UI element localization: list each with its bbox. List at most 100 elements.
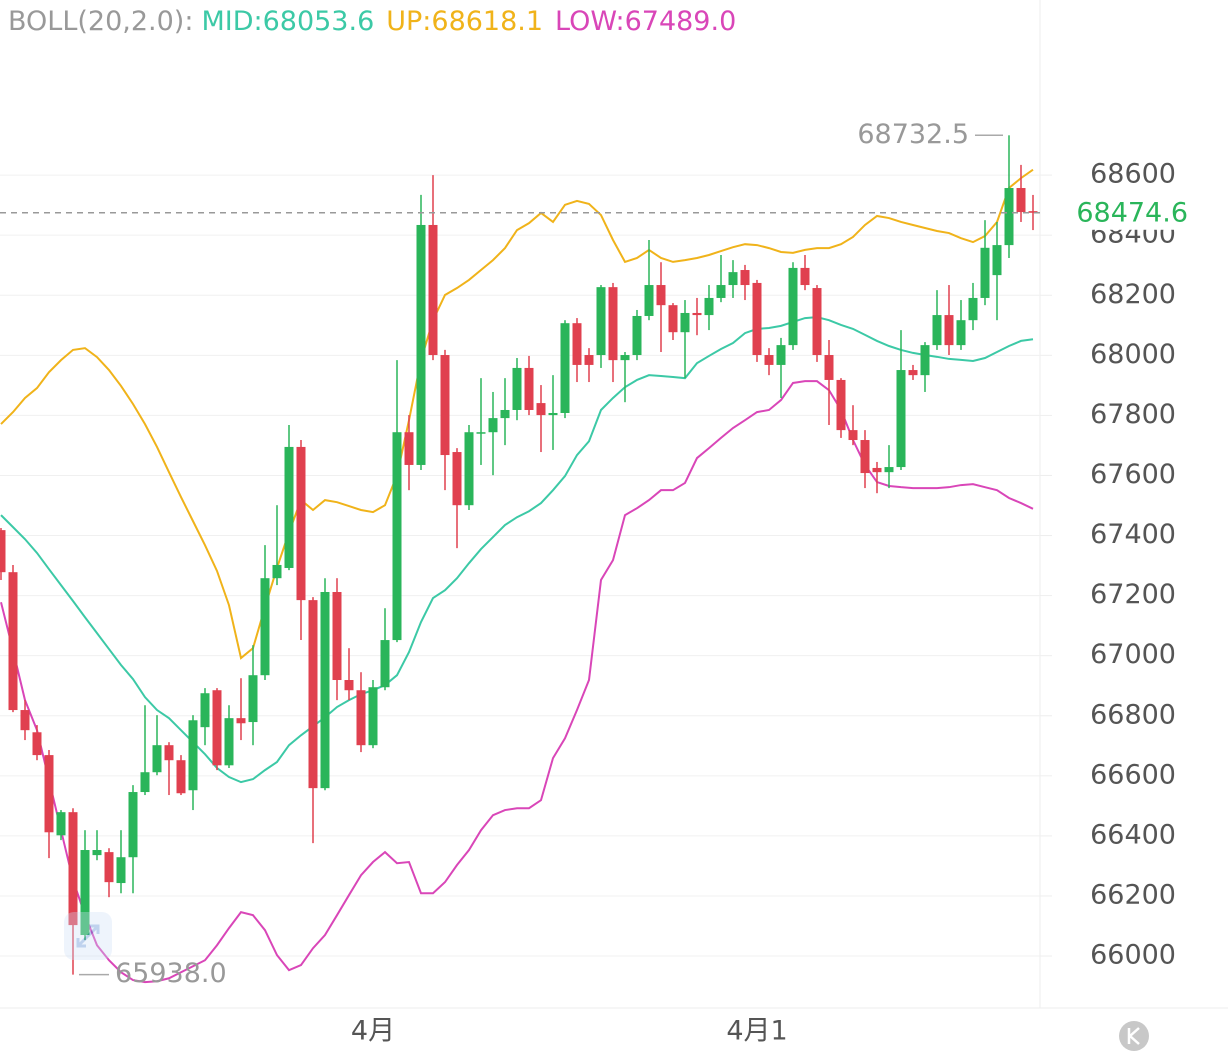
y-tick-label: 66000 <box>1090 940 1176 971</box>
candle-body <box>848 430 858 441</box>
candle-body <box>452 452 462 506</box>
candle-body <box>656 285 666 306</box>
candle-body <box>236 718 246 724</box>
last-price-label: 68474.6 <box>1076 197 1188 228</box>
y-tick-label: 66200 <box>1090 879 1176 910</box>
candle-body <box>260 578 270 676</box>
last-price-bg <box>1066 195 1228 230</box>
candle-body <box>1028 211 1038 213</box>
candle-body <box>128 792 138 858</box>
candle-body <box>680 312 690 333</box>
candle-body <box>548 412 558 416</box>
candle-body <box>8 572 18 711</box>
candle-body <box>668 305 678 333</box>
candle-body <box>332 592 342 681</box>
y-tick-label: 67800 <box>1090 399 1176 430</box>
max-label: 68732.5 <box>857 119 969 150</box>
candle-body <box>44 755 54 833</box>
candle-body <box>800 267 810 286</box>
grid: 66000 66200 66400 66600 66800 67000 67200 67400… <box>0 159 1176 971</box>
bands <box>0 168 1034 984</box>
candle-body <box>872 467 882 473</box>
candle-body <box>632 315 642 356</box>
band-line <box>0 316 1034 784</box>
candle-body <box>464 432 474 506</box>
candle-body <box>248 675 258 723</box>
candle-body <box>488 418 498 433</box>
candle-body <box>788 267 798 346</box>
y-tick-label: 68600 <box>1090 159 1176 190</box>
candle-body <box>0 530 6 573</box>
candle-body <box>692 312 702 316</box>
candle-body <box>752 282 762 356</box>
candle-body <box>956 320 966 346</box>
candle-body <box>32 732 42 756</box>
y-tick-label: 67000 <box>1090 639 1176 670</box>
candle-body <box>92 850 102 856</box>
candle-body <box>1004 188 1014 246</box>
candle-body <box>992 245 1002 276</box>
candle-body <box>500 409 510 419</box>
candle-body <box>728 272 738 286</box>
legend-value: 67489.0 <box>625 6 737 37</box>
candle-body <box>896 370 906 468</box>
candle-body <box>380 640 390 688</box>
candle-body <box>344 680 354 691</box>
labels: 4月 4月1 68732.5 65938.0 68474.6 <box>0 119 1228 1047</box>
candle-body <box>476 432 486 434</box>
indicator-header: BOLL(20,2.0): MID:68053.6 UP:68618.1 LOW:67… <box>8 6 736 37</box>
y-tick-label: 67600 <box>1090 459 1176 490</box>
candle-body <box>188 720 198 791</box>
candle-body <box>320 592 330 789</box>
candle-body <box>200 693 210 728</box>
candle-body <box>1016 188 1026 213</box>
candle-body <box>812 288 822 356</box>
candle-body <box>836 379 846 431</box>
candle-body <box>284 446 294 568</box>
candle-body <box>704 297 714 316</box>
candle-body <box>524 367 534 410</box>
candle-body <box>20 710 30 731</box>
y-tick-label: 66600 <box>1090 759 1176 790</box>
candle-body <box>884 467 894 473</box>
candle-body <box>932 315 942 346</box>
candle-body <box>356 690 366 746</box>
k-button[interactable] <box>1119 1021 1149 1051</box>
y-tick-label: 66800 <box>1090 699 1176 730</box>
candle-body <box>608 287 618 361</box>
candle-body <box>716 285 726 298</box>
candle-body <box>944 315 954 346</box>
candle-body <box>68 812 78 926</box>
y-tick-label: 67200 <box>1090 579 1176 610</box>
min-label: 65938.0 <box>115 958 227 989</box>
expand-icon[interactable] <box>64 912 112 960</box>
candle-body <box>920 345 930 376</box>
y-tick-label: 68200 <box>1090 279 1176 310</box>
candle-body <box>296 446 306 601</box>
candle-body <box>368 687 378 746</box>
candle-body <box>176 760 186 794</box>
candle-body <box>764 355 774 365</box>
candle-body <box>308 600 318 789</box>
candle-body <box>536 403 546 416</box>
candle-body <box>860 440 870 474</box>
candle-body <box>224 718 234 766</box>
legend-name: LOW: <box>555 6 625 37</box>
candle-body <box>56 812 66 836</box>
candle-body <box>968 297 978 321</box>
candle-body <box>392 432 402 641</box>
band-line <box>0 168 1034 660</box>
candle-body <box>776 345 786 365</box>
indicator-title: BOLL(20,2.0): <box>8 6 193 37</box>
candle-body <box>404 432 414 465</box>
candle-body <box>212 690 222 766</box>
candle-body <box>980 247 990 298</box>
candle-body <box>512 367 522 410</box>
candle-body <box>272 564 282 579</box>
candle-body <box>908 370 918 376</box>
y-tick-label: 68000 <box>1090 339 1176 370</box>
candle-body <box>620 355 630 361</box>
candle-body <box>428 224 438 356</box>
candle-body <box>740 270 750 286</box>
